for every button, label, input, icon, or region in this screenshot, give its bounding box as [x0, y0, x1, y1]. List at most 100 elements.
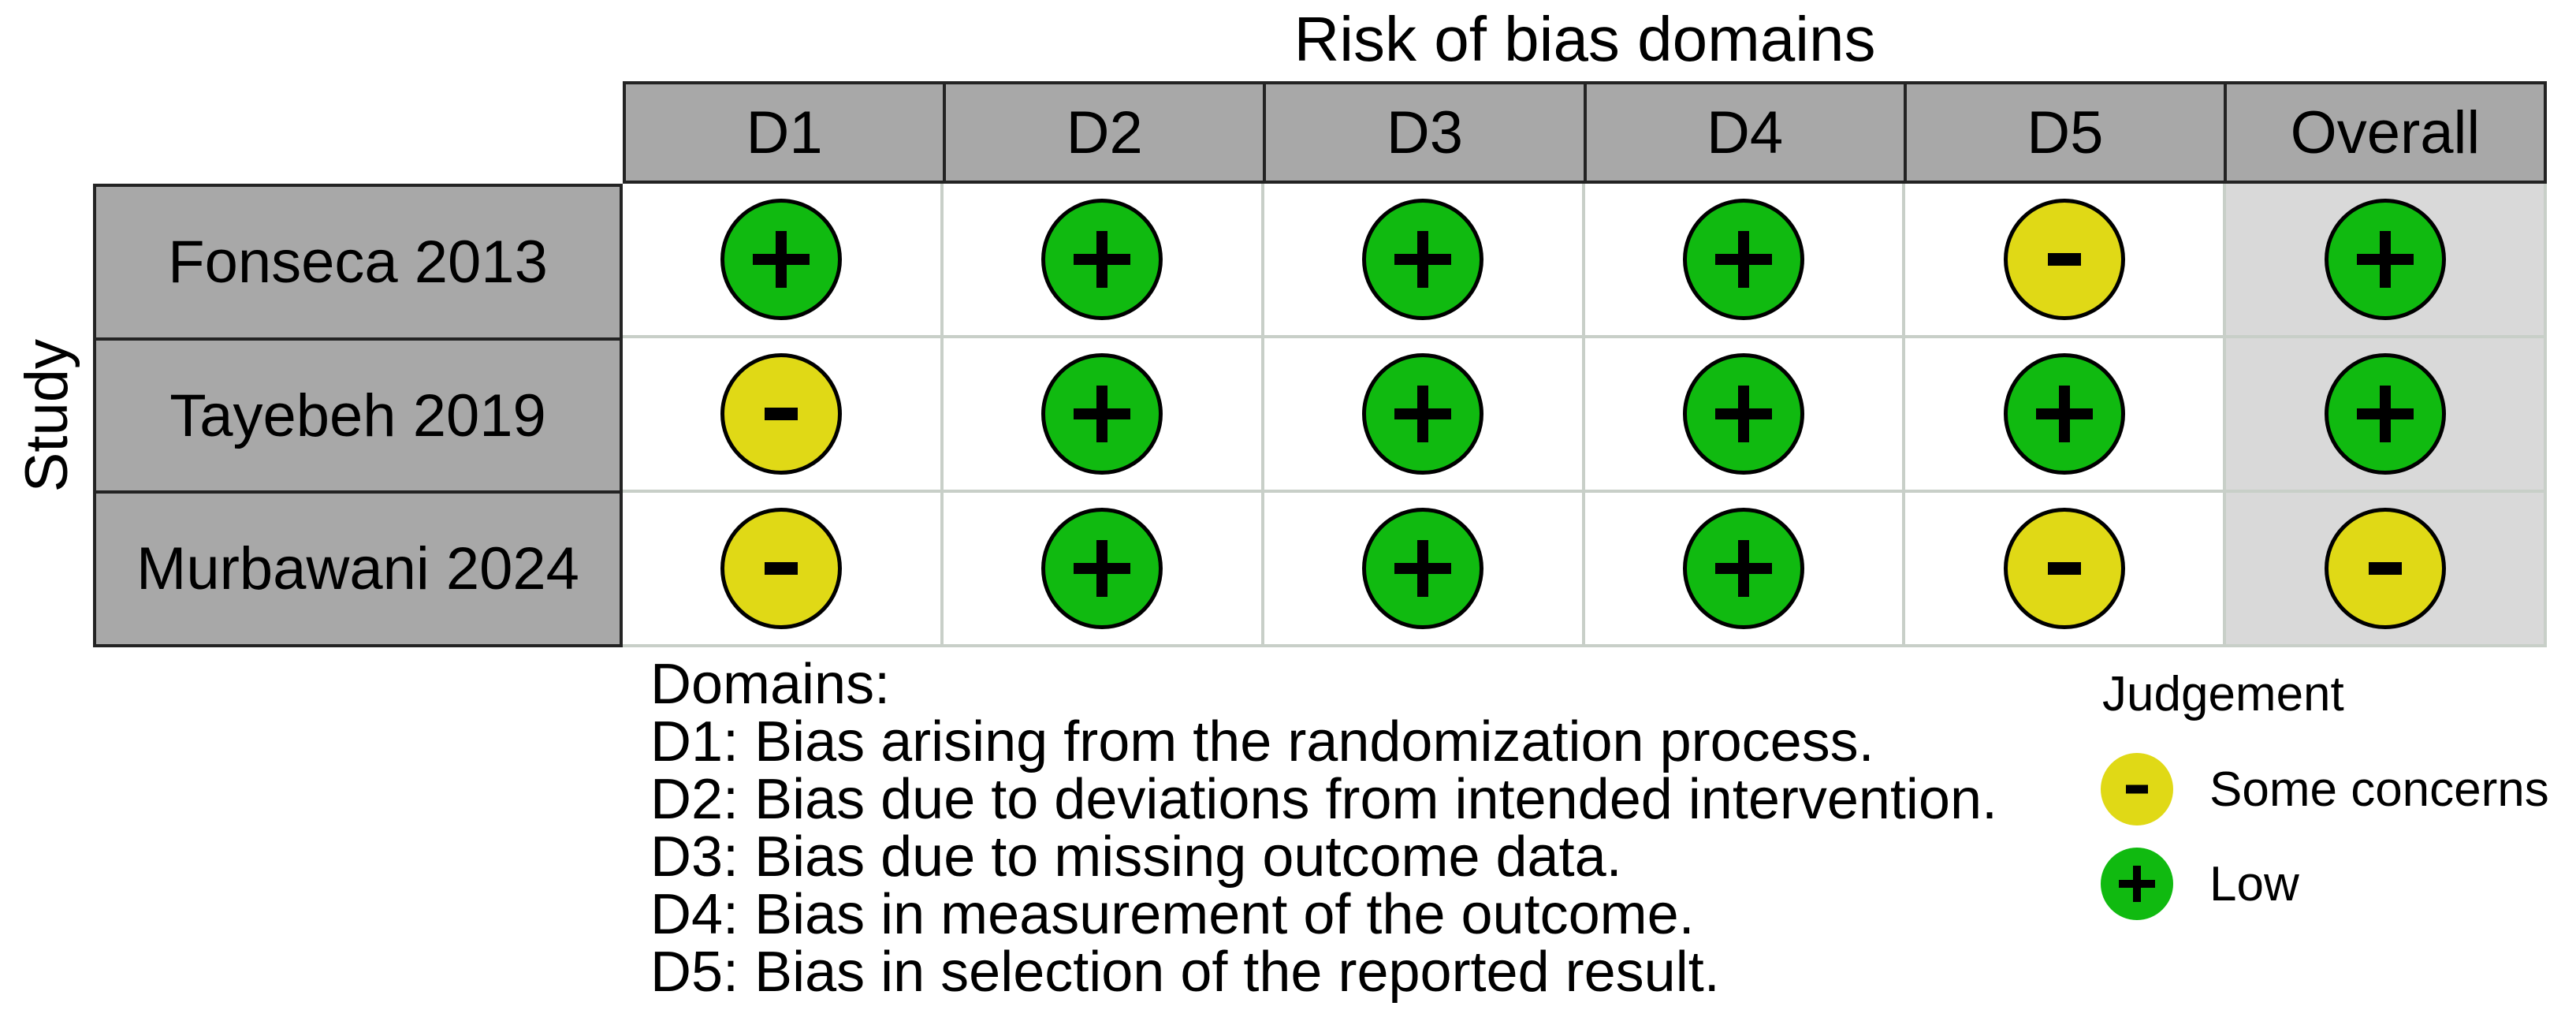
judgement-icon-some-concerns	[2003, 508, 2125, 629]
judgement-cell	[1264, 338, 1585, 493]
plus-icon	[1045, 357, 1159, 471]
figure-title: Risk of bias domains	[1294, 4, 1876, 74]
judgement-cell	[623, 184, 944, 338]
minus-bar	[765, 562, 798, 575]
plus-icon	[1045, 203, 1159, 316]
minus-icon	[2008, 512, 2121, 625]
legend-label: Some concerns	[2209, 762, 2549, 817]
judgement-cell	[943, 493, 1264, 647]
judgement-cell	[2226, 493, 2547, 647]
judgement-icon-low	[1041, 199, 1163, 320]
plus-vertical-bar	[1417, 386, 1429, 442]
plus-icon	[724, 203, 838, 316]
plus-icon	[1687, 203, 1800, 316]
judgement-cell	[2226, 184, 2547, 338]
plus-vertical-bar	[2379, 231, 2391, 288]
judgement-icon-low	[1682, 508, 1804, 629]
plus-icon	[1366, 203, 1480, 316]
legend-icon-low	[2101, 848, 2173, 920]
plus-vertical-bar	[1737, 540, 1749, 597]
plus-icon	[1687, 512, 1800, 625]
judgement-icon-some-concerns	[720, 508, 843, 629]
judgement-icon-some-concerns	[2324, 508, 2446, 629]
plus-vertical-bar	[1096, 386, 1108, 442]
study-label-column: Fonseca 2013 Tayebeh 2019 Murbawani 2024	[93, 184, 623, 647]
header-cell-d3: D3	[1263, 84, 1584, 181]
plus-icon	[1366, 357, 1480, 471]
judgement-cell	[1264, 493, 1585, 647]
footnote-line: D3: Bias due to missing outcome data.	[650, 825, 1622, 889]
minus-icon	[2101, 753, 2173, 825]
plus-icon	[1687, 357, 1800, 471]
plus-vertical-bar	[1737, 231, 1749, 288]
judgement-icon-low	[1362, 508, 1484, 629]
plus-vertical-bar	[1417, 231, 1429, 288]
plus-vertical-bar	[2058, 386, 2070, 442]
judgement-icon-some-concerns	[720, 353, 843, 475]
judgement-icon-low	[1682, 353, 1804, 475]
judgement-icon-low	[1362, 353, 1484, 475]
judgement-cell	[943, 338, 1264, 493]
plus-vertical-bar	[2133, 866, 2141, 902]
row-axis-label: Study	[0, 184, 93, 647]
legend-item-low: Low	[2101, 848, 2299, 920]
header-cell-d4: D4	[1583, 84, 1904, 181]
judgement-icon-low	[1682, 199, 1804, 320]
judgement-icon-low	[1041, 508, 1163, 629]
plus-vertical-bar	[1737, 386, 1749, 442]
header-cell-d2: D2	[943, 84, 1264, 181]
minus-icon	[724, 512, 838, 625]
plus-icon	[2101, 848, 2173, 920]
plus-vertical-bar	[2379, 386, 2391, 442]
minus-bar	[2126, 784, 2148, 794]
study-label: Fonseca 2013	[96, 187, 620, 337]
legend-title: Judgement	[2102, 667, 2344, 721]
judgement-grid	[623, 184, 2547, 647]
plus-vertical-bar	[1417, 540, 1429, 597]
judgement-cell	[1584, 184, 1906, 338]
judgement-cell	[1905, 184, 2227, 338]
study-label: Murbawani 2024	[96, 490, 620, 645]
judgement-cell	[1264, 184, 1585, 338]
footnote-line: D1: Bias arising from the randomization …	[650, 710, 1874, 773]
plus-vertical-bar	[1096, 231, 1108, 288]
judgement-icon-some-concerns	[2003, 199, 2125, 320]
plus-icon	[1045, 512, 1159, 625]
minus-bar	[2047, 562, 2081, 575]
plus-vertical-bar	[1096, 540, 1108, 597]
judgement-icon-low	[1362, 199, 1484, 320]
legend: Judgement Some concerns Low	[2091, 666, 2549, 920]
domain-header-row: D1 D2 D3 D4 D5 Overall	[623, 81, 2547, 184]
legend-icon-some-concerns	[2101, 753, 2173, 825]
plus-icon	[2328, 203, 2442, 316]
footnote-line: D4: Bias in measurement of the outcome.	[650, 883, 1695, 946]
header-cell-d1: D1	[626, 84, 944, 181]
minus-icon	[2328, 512, 2442, 625]
plus-vertical-bar	[776, 231, 787, 288]
footnote-line: D2: Bias due to deviations from intended…	[650, 768, 1998, 831]
minus-icon	[2008, 203, 2121, 316]
judgement-cell	[1584, 338, 1906, 493]
judgement-cell	[943, 184, 1264, 338]
plus-icon	[2008, 357, 2121, 471]
minus-bar	[2368, 562, 2402, 575]
minus-icon	[724, 357, 838, 471]
legend-label: Low	[2209, 856, 2299, 911]
footnote-heading: Domains:	[650, 653, 891, 716]
judgement-cell	[1905, 493, 2227, 647]
judgement-icon-low	[2324, 199, 2446, 320]
minus-bar	[2047, 253, 2081, 266]
judgement-icon-low	[720, 199, 843, 320]
study-label: Tayebeh 2019	[96, 337, 620, 491]
minus-bar	[765, 408, 798, 420]
judgement-icon-low	[2003, 353, 2125, 475]
domain-footnotes: Domains: D1: Bias arising from the random…	[650, 656, 1997, 1001]
judgement-cell	[623, 493, 944, 647]
judgement-icon-low	[1041, 353, 1163, 475]
row-axis-label-text: Study	[13, 338, 80, 493]
header-cell-overall: Overall	[2223, 84, 2544, 181]
legend-item-some-concerns: Some concerns	[2101, 753, 2549, 825]
footnote-line: D5: Bias in selection of the reported re…	[650, 941, 1720, 1004]
plus-icon	[1366, 512, 1480, 625]
